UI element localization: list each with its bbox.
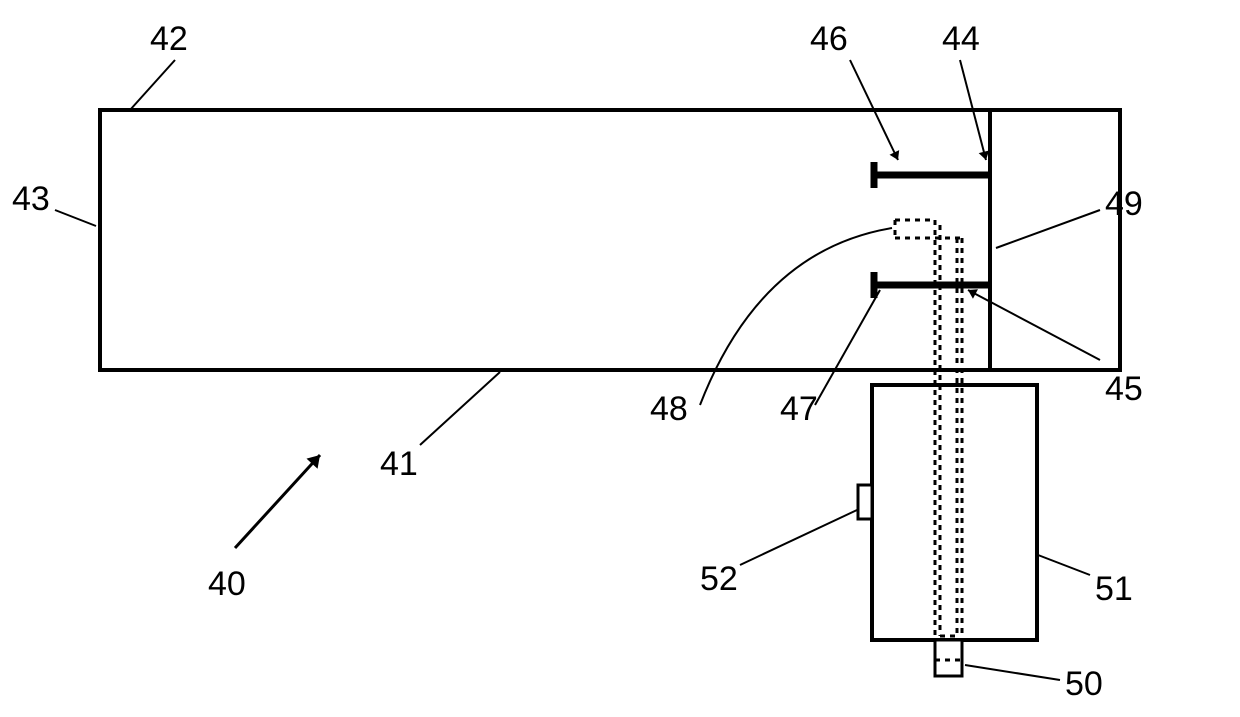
housing [872, 385, 1037, 640]
main-body [100, 110, 1120, 370]
leader-42 [130, 60, 175, 110]
label-50: 50 [1065, 665, 1103, 703]
label-49: 49 [1105, 185, 1143, 223]
label-44: 44 [942, 20, 980, 58]
label-51: 51 [1095, 570, 1133, 608]
label-43: 43 [12, 180, 50, 218]
label-52: 52 [700, 560, 738, 598]
label-42: 42 [150, 20, 188, 58]
label-47: 47 [780, 390, 818, 428]
leader-52 [740, 510, 857, 565]
leader-50 [965, 665, 1060, 680]
side-tab [858, 485, 872, 519]
label-48: 48 [650, 390, 688, 428]
technical-diagram: 40 41 42 43 44 45 46 47 48 49 50 51 52 [0, 0, 1240, 717]
leader-41 [420, 372, 500, 445]
label-46: 46 [810, 20, 848, 58]
label-40: 40 [208, 565, 246, 603]
leader-51 [1038, 555, 1090, 575]
label-41: 41 [380, 445, 418, 483]
bottom-stub [935, 640, 962, 676]
leader-43 [55, 210, 96, 226]
arrow-40 [235, 455, 320, 548]
label-45: 45 [1105, 370, 1143, 408]
